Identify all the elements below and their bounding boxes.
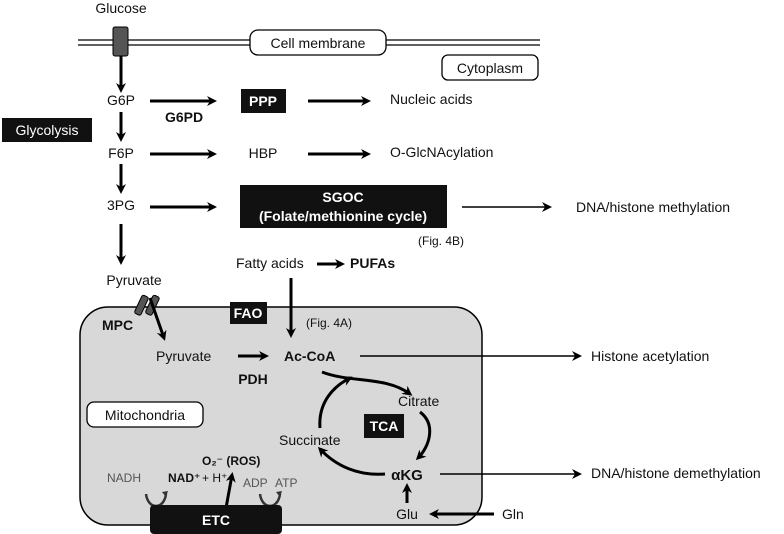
arrow-accoa-citrate bbox=[321, 370, 413, 396]
pufas-label: PUFAs bbox=[350, 255, 395, 271]
fig-4b-label: (Fig. 4B) bbox=[418, 234, 464, 248]
3pg-label: 3PG bbox=[107, 197, 135, 213]
atp-arc-head-icon bbox=[276, 491, 282, 497]
dna-histone-methylation-label: DNA/histone methylation bbox=[576, 199, 730, 215]
nadh-label: NADH bbox=[107, 471, 141, 485]
succinate-label: Succinate bbox=[279, 432, 341, 448]
arrow-citrate-akg bbox=[415, 410, 432, 461]
ac-coa-label: Ac-CoA bbox=[284, 348, 335, 364]
ppp-box: PPP bbox=[241, 89, 286, 113]
histone-acetylation-label: Histone acetylation bbox=[591, 348, 709, 364]
citrate-label: Citrate bbox=[398, 393, 439, 409]
mitochondria-tag: Mitochondria bbox=[86, 401, 204, 428]
mitochondria-label: Mitochondria bbox=[105, 407, 185, 423]
mpc-label: MPC bbox=[102, 317, 133, 333]
dna-histone-demethylation-label: DNA/histone demethylation bbox=[591, 465, 761, 481]
cell-membrane-label: Cell membrane bbox=[271, 35, 366, 51]
akg-label: αKG bbox=[391, 467, 423, 484]
cell-membrane-tag: Cell membrane bbox=[249, 29, 387, 56]
arrow-akg-succinate bbox=[317, 446, 386, 476]
arrow-pyruvate-mpc bbox=[148, 297, 167, 341]
sgoc-box: SGOC (Folate/methionine cycle) bbox=[240, 185, 447, 228]
pyruvate-mito-label: Pyruvate bbox=[156, 348, 211, 364]
etc-label: ETC bbox=[202, 512, 230, 528]
atp-label: ATP bbox=[275, 476, 297, 490]
glucose-transporter bbox=[112, 26, 129, 57]
sgoc-label: SGOC bbox=[322, 189, 363, 205]
sgoc-subtitle: (Folate/methionine cycle) bbox=[259, 208, 427, 224]
pyruvate-cyto-label: Pyruvate bbox=[106, 272, 161, 288]
pdh-label: PDH bbox=[238, 371, 268, 387]
nadh-arc-head-icon bbox=[162, 491, 168, 497]
h-plus-label: + H⁺ bbox=[202, 471, 227, 485]
fatty-acids-label: Fatty acids bbox=[236, 255, 304, 271]
o2-ros-label: O₂⁻ (ROS) bbox=[202, 454, 260, 468]
hbp-label: HBP bbox=[249, 145, 278, 161]
cytoplasm-tag: Cytoplasm bbox=[441, 54, 539, 81]
fao-box: FAO bbox=[230, 302, 267, 324]
glycolysis-box: Glycolysis bbox=[2, 118, 92, 142]
nad-plus-label: NAD⁺ bbox=[168, 471, 200, 485]
adp-label: ADP bbox=[243, 476, 268, 490]
fig-4a-label: (Fig. 4A) bbox=[306, 316, 352, 330]
tca-label: TCA bbox=[370, 418, 399, 434]
etc-box: ETC bbox=[150, 505, 282, 534]
glucose-label: Glucose bbox=[95, 0, 147, 16]
glycolysis-label: Glycolysis bbox=[15, 122, 78, 138]
tca-box: TCA bbox=[364, 414, 404, 438]
nucleic-acids-label: Nucleic acids bbox=[390, 91, 472, 107]
glu-label: Glu bbox=[396, 506, 418, 522]
arrow-succinate-cycle bbox=[318, 376, 353, 429]
fao-label: FAO bbox=[234, 305, 263, 321]
g6pd-label: G6PD bbox=[165, 109, 203, 125]
ppp-label: PPP bbox=[249, 93, 277, 109]
g6p-label: G6P bbox=[107, 92, 135, 108]
f6p-label: F6P bbox=[108, 145, 134, 161]
arrow-etc-ros bbox=[224, 472, 236, 509]
cytoplasm-label: Cytoplasm bbox=[457, 60, 523, 76]
gln-label: Gln bbox=[502, 506, 524, 522]
o-glcnacylation-label: O-GlcNAcylation bbox=[390, 144, 493, 160]
